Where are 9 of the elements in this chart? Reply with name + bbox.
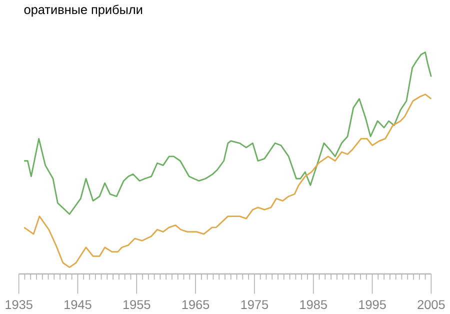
x-tick-label: 1995 <box>359 300 386 310</box>
x-tick-label: 1975 <box>241 300 268 310</box>
chart-title: оративные прибыли <box>24 4 142 17</box>
x-tick-label: 2005 <box>418 300 445 310</box>
x-tick-label: 1935 <box>6 300 32 310</box>
x-tick-label: 1965 <box>182 300 210 310</box>
x-tick-label: 1945 <box>64 300 92 310</box>
x-tick-label: 1985 <box>300 300 327 310</box>
x-tick-label: 1955 <box>124 300 150 310</box>
